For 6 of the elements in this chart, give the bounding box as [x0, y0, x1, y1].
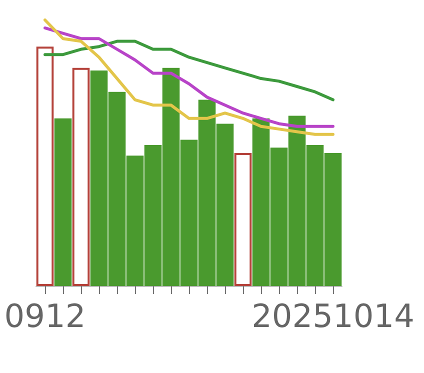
x-tick-label: 20251014: [252, 297, 414, 335]
bar: [36, 46, 54, 286]
x-tick-label: 0912: [4, 297, 86, 335]
bar: [72, 68, 90, 286]
bar: [234, 153, 252, 286]
bar: [54, 118, 72, 286]
